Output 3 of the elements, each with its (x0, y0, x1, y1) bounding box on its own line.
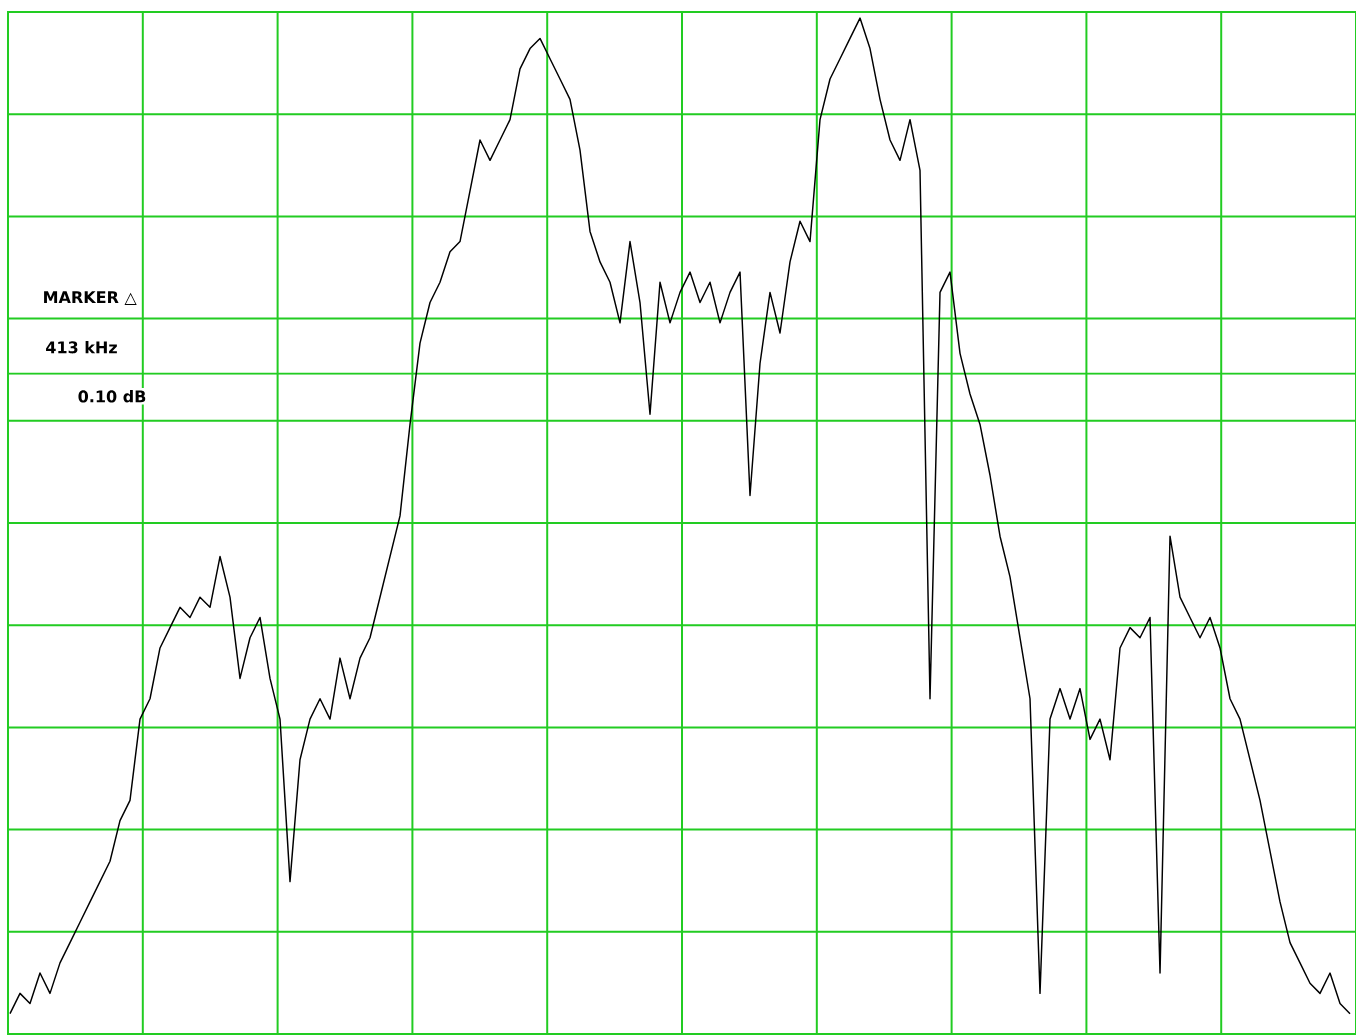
annotation: MARKER △ (44, 291, 137, 305)
annotation: 413 kHz (46, 341, 117, 354)
annotation: 0.10 dB (78, 390, 146, 403)
